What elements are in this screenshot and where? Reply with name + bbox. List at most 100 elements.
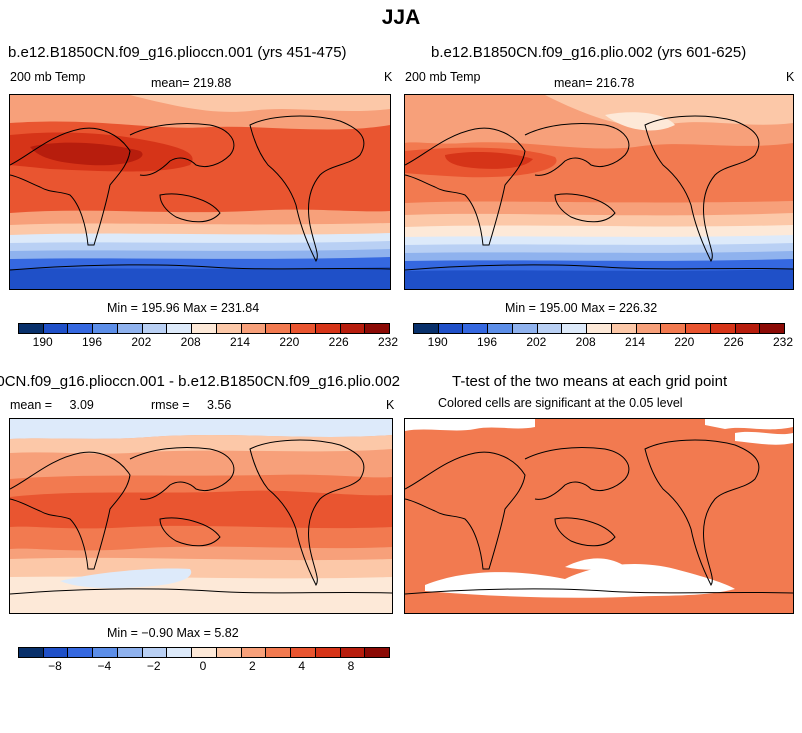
colorbar-segment — [68, 324, 94, 333]
colorbar-segment — [43, 648, 69, 657]
colorbar-tick-label: 232 — [772, 335, 794, 349]
colorbar-tick-label: 214 — [229, 335, 251, 349]
colorbar-segment — [266, 324, 292, 333]
panel4-title: T-test of the two means at each grid poi… — [452, 373, 728, 390]
panel1-mean-label: mean= — [151, 76, 190, 90]
colorbar-segment — [93, 648, 118, 657]
panel3-rmse-label: rmse = — [151, 398, 190, 412]
colorbar-segment — [266, 648, 292, 657]
panel1-variable-label: 200 mb Temp — [10, 70, 86, 84]
colorbar-segment — [142, 324, 168, 333]
colorbar-segment — [192, 324, 217, 333]
p4-ns-south2 — [565, 558, 623, 570]
panel3-map — [9, 418, 393, 614]
colorbar-segment — [611, 324, 637, 333]
p1-hot-core — [30, 142, 143, 166]
p3-coastlines — [10, 439, 392, 595]
panel4-map — [404, 418, 794, 614]
p3-north-pale — [10, 419, 392, 439]
panel1-title: b.e12.B1850CN.f09_g16.plioccn.001 (yrs 4… — [8, 44, 347, 61]
colorbar-segment — [735, 324, 761, 333]
panel2-map — [404, 94, 794, 290]
colorbar-segment — [291, 324, 316, 333]
p4-ns-top2 — [405, 419, 535, 431]
colorbar-segment — [315, 648, 341, 657]
colorbar-tick-label: 202 — [526, 335, 547, 349]
colorbar-tick-label: −4 — [97, 659, 112, 673]
colorbar-segment — [636, 324, 662, 333]
panel1-map — [9, 94, 391, 290]
colorbar-segment — [340, 648, 366, 657]
colorbar-segment — [414, 324, 439, 333]
p1-band-s7 — [10, 267, 390, 289]
p3-blue-patch — [60, 568, 192, 589]
colorbar-tick-label: −8 — [48, 659, 62, 673]
p1-band-n2 — [130, 95, 390, 112]
panel3-unit: K — [386, 398, 395, 412]
panel1-unit: K — [384, 70, 393, 84]
colorbar-tick-label: 226 — [723, 335, 744, 349]
colorbar-segment — [142, 648, 168, 657]
colorbar-segment — [562, 324, 588, 333]
colorbar-tick-label: 2 — [248, 659, 256, 673]
colorbar-segment — [488, 324, 513, 333]
colorbar-tick-label: −2 — [146, 659, 161, 673]
colorbar-tick-label: 220 — [674, 335, 695, 349]
p4-ns-top — [405, 419, 793, 430]
colorbar-tick-label: 214 — [624, 335, 646, 349]
colorbar-segment — [241, 648, 267, 657]
colorbar-segment — [68, 648, 94, 657]
colorbar-segment — [19, 324, 44, 333]
panel2-mean-value: 216.78 — [596, 76, 635, 90]
colorbar-segment — [340, 324, 366, 333]
colorbar-tick-label: 8 — [347, 659, 355, 673]
colorbar-segment — [291, 648, 316, 657]
p2-coastlines — [405, 115, 793, 271]
panel4-subtitle: Colored cells are significant at the 0.0… — [438, 396, 683, 410]
colorbar-segment — [438, 324, 464, 333]
colorbar-segment — [167, 648, 193, 657]
panel1-minmax: Min = 195.96 Max = 231.84 — [107, 301, 260, 315]
colorbar-segment — [661, 324, 687, 333]
colorbar-segment — [43, 324, 69, 333]
colorbar-segment — [241, 324, 267, 333]
page-title: JJA — [381, 6, 421, 29]
colorbar-tick-label: 226 — [328, 335, 349, 349]
colorbar-tick-label: 190 — [427, 335, 448, 349]
colorbar-segment — [117, 324, 143, 333]
panel1-colorbar — [18, 323, 390, 334]
p2-band-s8 — [405, 269, 793, 289]
colorbar-segment — [365, 324, 390, 333]
p4-ns-arctic — [735, 431, 793, 445]
colorbar-segment — [537, 324, 563, 333]
colorbar-segment — [710, 324, 736, 333]
colorbar-segment — [93, 324, 118, 333]
panel2-title: b.e12.B1850CN.f09_g16.plio.002 (yrs 601-… — [431, 44, 747, 61]
panel3-title: b.e12.B1850CN.f09_g16.plioccn.001 - b.e1… — [0, 373, 400, 390]
colorbar-segment — [19, 648, 44, 657]
colorbar-tick-label: 220 — [279, 335, 300, 349]
colorbar-segment — [315, 324, 341, 333]
colorbar-segment — [216, 324, 242, 333]
colorbar-tick-label: 0 — [199, 659, 207, 673]
colorbar-segment — [587, 324, 612, 333]
p2-north-lighter — [545, 95, 793, 127]
colorbar-segment — [167, 324, 193, 333]
panel1-mean-value: 219.88 — [193, 76, 232, 90]
colorbar-tick-label: 202 — [131, 335, 152, 349]
p4-coastlines — [405, 439, 793, 595]
colorbar-segment — [686, 324, 711, 333]
p2-north-pale — [605, 112, 675, 131]
panel2-colorbar — [413, 323, 785, 334]
panel3-minmax: Min = −0.90 Max = 5.82 — [107, 626, 239, 640]
p1-coastlines — [10, 115, 390, 271]
panel3-mean-value: 3.09 — [69, 398, 94, 412]
colorbar-tick-label: 4 — [298, 659, 305, 673]
colorbar-segment — [365, 648, 390, 657]
colorbar-segment — [192, 648, 217, 657]
panel3-colorbar — [18, 647, 390, 658]
colorbar-segment — [512, 324, 538, 333]
colorbar-tick-label: 208 — [180, 335, 201, 349]
colorbar-tick-label: 196 — [81, 335, 103, 349]
panel3-mean-label: mean = — [10, 398, 53, 412]
